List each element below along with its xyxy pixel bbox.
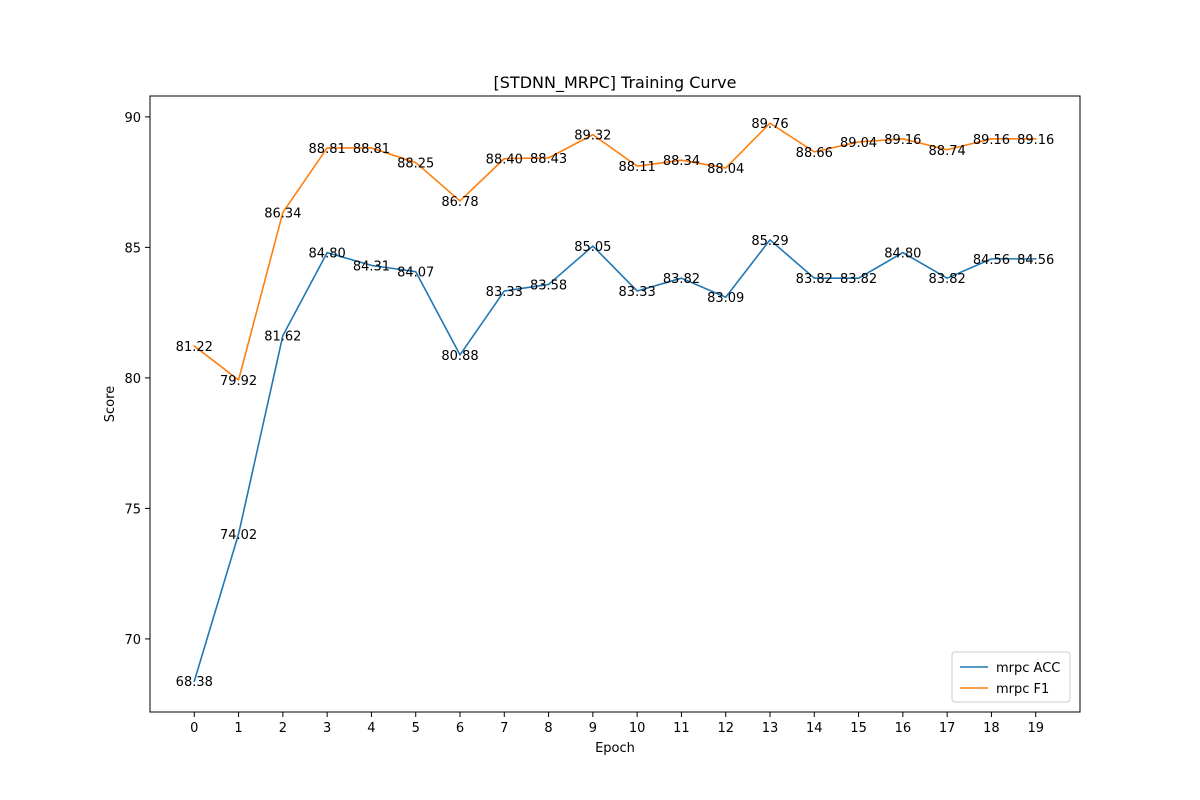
x-tick-label: 1 bbox=[234, 721, 242, 736]
data-label: 83.33 bbox=[486, 285, 523, 300]
data-label: 83.33 bbox=[619, 285, 656, 300]
plot-area-frame bbox=[149, 95, 1081, 713]
x-tick-label: 2 bbox=[279, 721, 287, 736]
data-label: 80.88 bbox=[441, 349, 478, 364]
y-axis: 70 75 80 85 90 bbox=[124, 111, 150, 648]
x-tick-label: 10 bbox=[629, 721, 646, 736]
data-label: 84.80 bbox=[309, 247, 346, 262]
data-label: 89.32 bbox=[574, 129, 611, 144]
x-tick-label: 15 bbox=[850, 721, 867, 736]
data-label: 89.04 bbox=[840, 136, 877, 151]
y-tick-label: 70 bbox=[124, 633, 141, 648]
x-tick-label: 7 bbox=[500, 721, 508, 736]
x-tick-label: 0 bbox=[190, 721, 198, 736]
x-tick-label: 3 bbox=[323, 721, 331, 736]
legend-label: mrpc ACC bbox=[996, 661, 1060, 676]
data-label: 88.25 bbox=[397, 157, 434, 172]
y-tick-label: 80 bbox=[124, 372, 141, 387]
data-label: 89.16 bbox=[1017, 133, 1054, 148]
data-label: 83.82 bbox=[840, 272, 877, 287]
data-label: 88.81 bbox=[353, 142, 390, 157]
data-label: 84.56 bbox=[1017, 253, 1054, 268]
x-tick-label: 12 bbox=[717, 721, 734, 736]
x-tick-label: 6 bbox=[456, 721, 464, 736]
data-label: 88.66 bbox=[796, 146, 833, 161]
data-label: 84.07 bbox=[397, 266, 434, 281]
x-tick-label: 19 bbox=[1027, 721, 1044, 736]
x-tick-label: 9 bbox=[589, 721, 597, 736]
data-label: 84.80 bbox=[884, 247, 921, 262]
x-tick-label: 16 bbox=[895, 721, 912, 736]
data-label: 86.34 bbox=[264, 206, 301, 221]
y-tick-label: 90 bbox=[124, 111, 141, 126]
data-label: 89.76 bbox=[751, 117, 788, 132]
data-label: 85.05 bbox=[574, 240, 611, 255]
data-label: 88.11 bbox=[619, 160, 656, 175]
data-label: 88.81 bbox=[309, 142, 346, 157]
legend-label: mrpc F1 bbox=[996, 682, 1049, 697]
series-line-f1 bbox=[193, 122, 1037, 381]
data-label: 84.56 bbox=[973, 253, 1010, 268]
data-label: 79.92 bbox=[220, 374, 257, 389]
x-tick-label: 11 bbox=[673, 721, 690, 736]
data-label: 88.40 bbox=[486, 153, 523, 168]
x-tick-label: 14 bbox=[806, 721, 823, 736]
data-label: 89.16 bbox=[884, 133, 921, 148]
data-label: 84.31 bbox=[353, 259, 390, 274]
data-label: 83.82 bbox=[796, 272, 833, 287]
data-label: 88.43 bbox=[530, 152, 567, 167]
y-tick-label: 75 bbox=[124, 502, 141, 517]
x-tick-label: 8 bbox=[544, 721, 552, 736]
data-label: 88.74 bbox=[929, 144, 966, 159]
data-label: 83.09 bbox=[707, 291, 744, 306]
y-tick-label: 85 bbox=[124, 241, 141, 256]
data-label: 88.34 bbox=[663, 154, 700, 169]
series-layer bbox=[193, 122, 1037, 683]
data-label: 89.16 bbox=[973, 133, 1010, 148]
data-label: 74.02 bbox=[220, 528, 257, 543]
data-label: 68.38 bbox=[176, 675, 213, 690]
x-tick-label: 4 bbox=[367, 721, 375, 736]
y-axis-label: Score bbox=[103, 386, 118, 422]
data-label: 88.04 bbox=[707, 162, 744, 177]
data-label-layer: 68.38 74.02 81.62 84.80 84.31 84.07 80.88 83.33… bbox=[176, 117, 1055, 690]
data-label: 83.58 bbox=[530, 278, 567, 293]
data-label: 85.29 bbox=[751, 234, 788, 249]
legend: mrpc ACC mrpc F1 bbox=[951, 651, 1071, 703]
data-label: 83.82 bbox=[663, 272, 700, 287]
x-tick-label: 17 bbox=[939, 721, 956, 736]
x-tick-label: 18 bbox=[983, 721, 1000, 736]
chart-title: [STDNN_MRPC] Training Curve bbox=[494, 73, 737, 93]
x-axis-label: Epoch bbox=[595, 741, 635, 756]
data-label: 81.62 bbox=[264, 330, 301, 345]
x-tick-label: 5 bbox=[412, 721, 420, 736]
legend-box bbox=[951, 651, 1071, 703]
data-label: 81.22 bbox=[176, 340, 213, 355]
series-line-acc bbox=[193, 239, 1037, 683]
x-axis: 0 1 2 3 4 5 6 7 8 9 10 11 12 13 14 15 16 17 18 19 bbox=[190, 712, 1044, 736]
x-tick-label: 13 bbox=[762, 721, 779, 736]
data-label: 83.82 bbox=[929, 272, 966, 287]
data-label: 86.78 bbox=[441, 195, 478, 210]
